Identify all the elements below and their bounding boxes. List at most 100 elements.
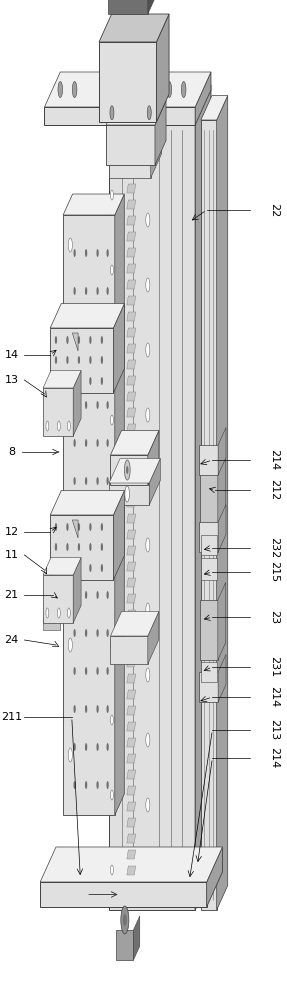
Polygon shape [127,562,136,571]
Circle shape [106,515,109,523]
Circle shape [85,781,87,789]
Polygon shape [127,722,136,731]
Polygon shape [43,558,81,575]
Polygon shape [113,304,125,393]
Circle shape [85,325,87,333]
Polygon shape [218,582,226,660]
Circle shape [121,906,129,934]
Circle shape [85,705,87,713]
Circle shape [96,591,99,599]
Circle shape [96,439,99,447]
Circle shape [68,368,72,382]
Circle shape [55,543,57,551]
Bar [201,535,217,555]
Polygon shape [63,194,124,215]
Bar [110,455,148,485]
Circle shape [146,408,150,422]
Circle shape [89,356,92,364]
Polygon shape [43,370,81,388]
Polygon shape [106,101,166,125]
Text: 22: 22 [269,203,279,217]
Polygon shape [109,458,160,483]
Polygon shape [127,440,136,449]
Circle shape [106,705,109,713]
Circle shape [146,278,150,292]
Circle shape [67,608,70,618]
Circle shape [126,466,129,474]
Circle shape [85,363,87,371]
Polygon shape [44,72,211,107]
Polygon shape [127,594,136,603]
Polygon shape [109,85,211,120]
Circle shape [78,336,80,344]
Polygon shape [127,514,136,523]
Text: 211: 211 [1,712,22,722]
Circle shape [57,608,60,618]
Circle shape [110,565,113,575]
Circle shape [146,733,150,747]
Text: 21: 21 [4,590,19,600]
Polygon shape [50,491,125,515]
Polygon shape [99,14,169,42]
Circle shape [73,629,76,637]
Circle shape [146,213,150,227]
Circle shape [110,640,113,650]
Circle shape [73,325,76,333]
Circle shape [106,287,109,295]
Circle shape [78,356,80,364]
Polygon shape [217,96,228,910]
Polygon shape [156,14,169,122]
Bar [201,662,217,682]
Polygon shape [127,642,136,651]
Polygon shape [155,101,166,165]
Bar [50,328,113,393]
Polygon shape [148,430,159,485]
Circle shape [67,421,70,431]
Circle shape [73,477,76,485]
Polygon shape [151,136,162,178]
Polygon shape [127,546,136,555]
Circle shape [106,325,109,333]
Circle shape [96,325,99,333]
Circle shape [85,439,87,447]
Circle shape [110,790,113,800]
Circle shape [147,106,151,120]
Bar [63,215,115,815]
Polygon shape [73,558,81,623]
Circle shape [78,564,80,572]
Polygon shape [127,738,136,747]
Circle shape [66,543,69,551]
Polygon shape [50,304,125,328]
Polygon shape [127,802,136,811]
Circle shape [58,82,63,98]
Circle shape [68,508,72,522]
Text: 214: 214 [269,449,279,471]
Polygon shape [127,296,136,305]
Circle shape [96,705,99,713]
Circle shape [96,401,99,409]
Text: 232: 232 [269,537,279,559]
Polygon shape [72,333,78,351]
Polygon shape [127,626,136,635]
Circle shape [73,363,76,371]
Text: 213: 213 [269,719,279,741]
Circle shape [106,363,109,371]
Text: 13: 13 [5,375,18,385]
Polygon shape [148,611,159,664]
Circle shape [57,421,60,431]
Circle shape [89,523,92,531]
Circle shape [96,477,99,485]
Text: 23: 23 [269,610,279,624]
Polygon shape [127,392,136,401]
Polygon shape [127,456,136,465]
Polygon shape [127,248,136,257]
Circle shape [106,439,109,447]
Bar [40,882,207,907]
Bar [200,470,218,535]
Circle shape [73,249,76,257]
Polygon shape [207,847,222,907]
Circle shape [110,865,113,875]
Bar [110,636,148,664]
Circle shape [73,439,76,447]
Polygon shape [127,184,136,193]
